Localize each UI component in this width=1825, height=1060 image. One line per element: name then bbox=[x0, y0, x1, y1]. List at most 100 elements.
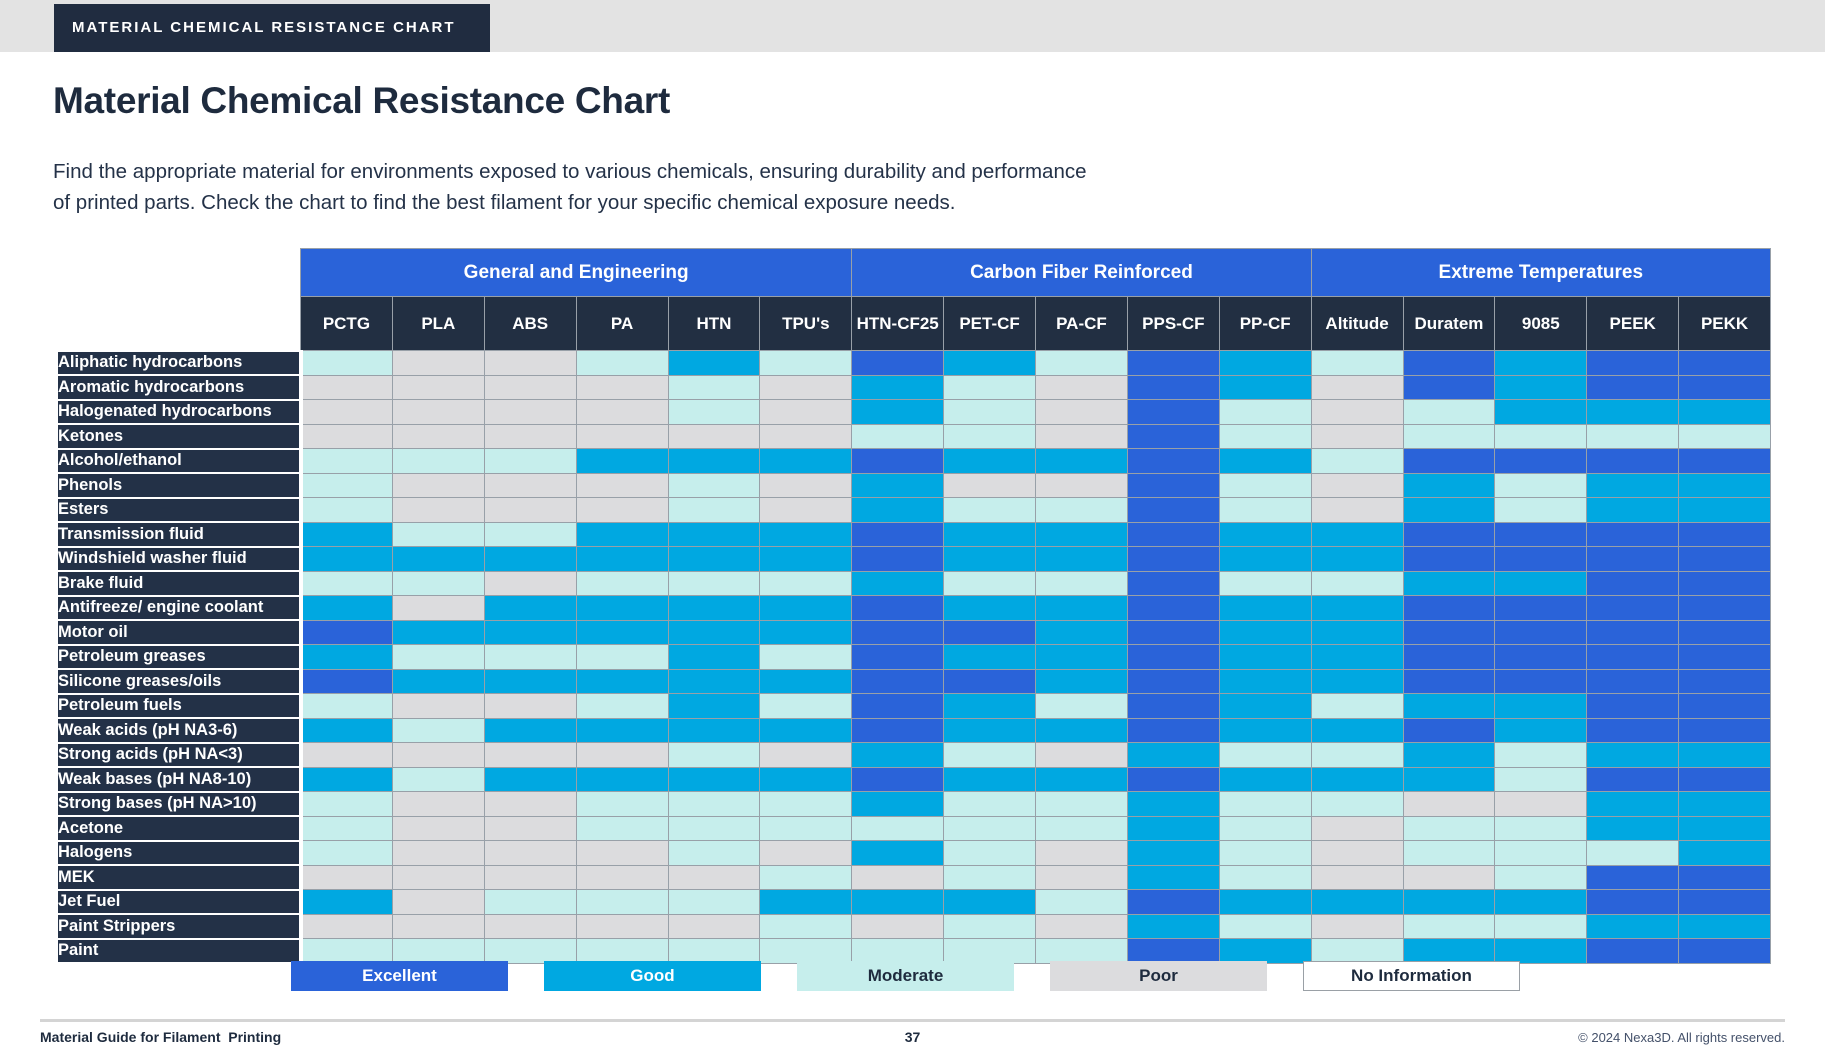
rating-cell bbox=[943, 570, 1036, 596]
rating-cell bbox=[391, 423, 485, 449]
rating-cell bbox=[1310, 546, 1404, 572]
rating-cell bbox=[1494, 472, 1588, 498]
rating-cell bbox=[943, 497, 1036, 523]
rating-cell bbox=[1586, 864, 1680, 890]
rating-cell bbox=[1310, 374, 1404, 400]
rating-cell bbox=[1678, 644, 1771, 670]
rating-cell bbox=[851, 448, 945, 474]
column-header: HTN bbox=[667, 296, 761, 351]
rating-cell bbox=[1494, 350, 1588, 376]
rating-cell bbox=[391, 619, 485, 645]
rating-cell bbox=[575, 938, 669, 964]
rating-cell bbox=[667, 840, 761, 866]
rating-cell bbox=[1218, 815, 1312, 841]
rating-cell bbox=[943, 791, 1036, 817]
rating-cell bbox=[575, 374, 669, 400]
rating-cell bbox=[759, 938, 853, 964]
rating-cell bbox=[1402, 815, 1496, 841]
rating-cell bbox=[667, 742, 761, 768]
resistance-table: General and Engineering Carbon Fiber Rein… bbox=[56, 248, 1772, 964]
rating-cell bbox=[851, 374, 945, 400]
rating-cell bbox=[759, 644, 853, 670]
rating-cell bbox=[1494, 497, 1588, 523]
table-row: Petroleum fuels bbox=[56, 692, 1771, 719]
rating-cell bbox=[759, 840, 853, 866]
rating-cell bbox=[851, 717, 945, 743]
rating-cell bbox=[483, 399, 577, 425]
rating-cell bbox=[1402, 938, 1496, 964]
rating-cell bbox=[391, 448, 485, 474]
rating-cell bbox=[300, 374, 393, 400]
rating-cell bbox=[1126, 423, 1220, 449]
rating-cell bbox=[851, 864, 945, 890]
rating-cell bbox=[391, 668, 485, 694]
rating-cell bbox=[667, 717, 761, 743]
rating-cell bbox=[1678, 791, 1771, 817]
rating-cell bbox=[1218, 889, 1312, 915]
column-header: PET-CF bbox=[943, 296, 1036, 351]
rating-cell bbox=[391, 717, 485, 743]
rating-cell bbox=[1310, 472, 1404, 498]
column-header: ABS bbox=[483, 296, 577, 351]
rating-cell bbox=[300, 791, 393, 817]
rating-cell bbox=[391, 766, 485, 792]
rating-cell bbox=[851, 938, 945, 964]
table-head: General and Engineering Carbon Fiber Rein… bbox=[57, 248, 1772, 351]
rating-cell bbox=[1586, 668, 1680, 694]
table-body: Aliphatic hydrocarbons Aromatic hydrocarb… bbox=[56, 349, 1771, 964]
rating-cell bbox=[483, 521, 577, 547]
column-header: Duratem bbox=[1402, 296, 1496, 351]
rating-cell bbox=[1402, 350, 1496, 376]
rating-cell bbox=[575, 497, 669, 523]
rating-cell bbox=[391, 399, 485, 425]
rating-cell bbox=[759, 399, 853, 425]
rating-cell bbox=[667, 472, 761, 498]
rating-cell bbox=[575, 399, 669, 425]
rating-cell bbox=[1494, 791, 1588, 817]
column-header: PEEK bbox=[1586, 296, 1680, 351]
table-row: Ketones bbox=[56, 423, 1771, 450]
rating-cell bbox=[759, 350, 853, 376]
rating-cell bbox=[851, 815, 945, 841]
rating-cell bbox=[1035, 448, 1128, 474]
rating-cell bbox=[300, 668, 393, 694]
row-label: Paint Strippers bbox=[56, 913, 303, 940]
rating-cell bbox=[483, 619, 577, 645]
rating-cell bbox=[943, 693, 1036, 719]
column-header: PP-CF bbox=[1218, 296, 1312, 351]
rating-cell bbox=[1402, 693, 1496, 719]
rating-cell bbox=[667, 766, 761, 792]
rating-cell bbox=[1218, 693, 1312, 719]
rating-cell bbox=[1586, 546, 1680, 572]
rating-cell bbox=[483, 595, 577, 621]
rating-cell bbox=[1494, 766, 1588, 792]
rating-cell bbox=[1035, 374, 1128, 400]
rating-cell bbox=[1310, 717, 1404, 743]
rating-cell bbox=[1402, 595, 1496, 621]
rating-cell bbox=[1494, 546, 1588, 572]
rating-cell bbox=[1218, 840, 1312, 866]
rating-cell bbox=[1035, 399, 1128, 425]
rating-cell bbox=[1586, 717, 1680, 743]
rating-cell bbox=[667, 913, 761, 939]
rating-cell bbox=[483, 668, 577, 694]
rating-cell bbox=[851, 889, 945, 915]
rating-cell bbox=[667, 595, 761, 621]
rating-cell bbox=[483, 791, 577, 817]
rating-cell bbox=[1402, 717, 1496, 743]
table-row: Acetone bbox=[56, 815, 1771, 842]
footer-document-name: Material Guide for Filament Printing bbox=[40, 1029, 282, 1045]
rating-cell bbox=[667, 570, 761, 596]
rating-cell bbox=[1218, 448, 1312, 474]
table-row: Strong bases (pH NA>10) bbox=[56, 790, 1771, 817]
rating-cell bbox=[759, 889, 853, 915]
subtitle-line-2: of printed parts. Check the chart to fin… bbox=[53, 191, 956, 214]
rating-cell bbox=[1402, 619, 1496, 645]
rating-cell bbox=[667, 693, 761, 719]
table-row: Aromatic hydrocarbons bbox=[56, 374, 1771, 401]
rating-cell bbox=[1678, 497, 1771, 523]
rating-cell bbox=[851, 840, 945, 866]
rating-cell bbox=[1494, 399, 1588, 425]
rating-cell bbox=[300, 815, 393, 841]
rating-cell bbox=[1586, 791, 1680, 817]
